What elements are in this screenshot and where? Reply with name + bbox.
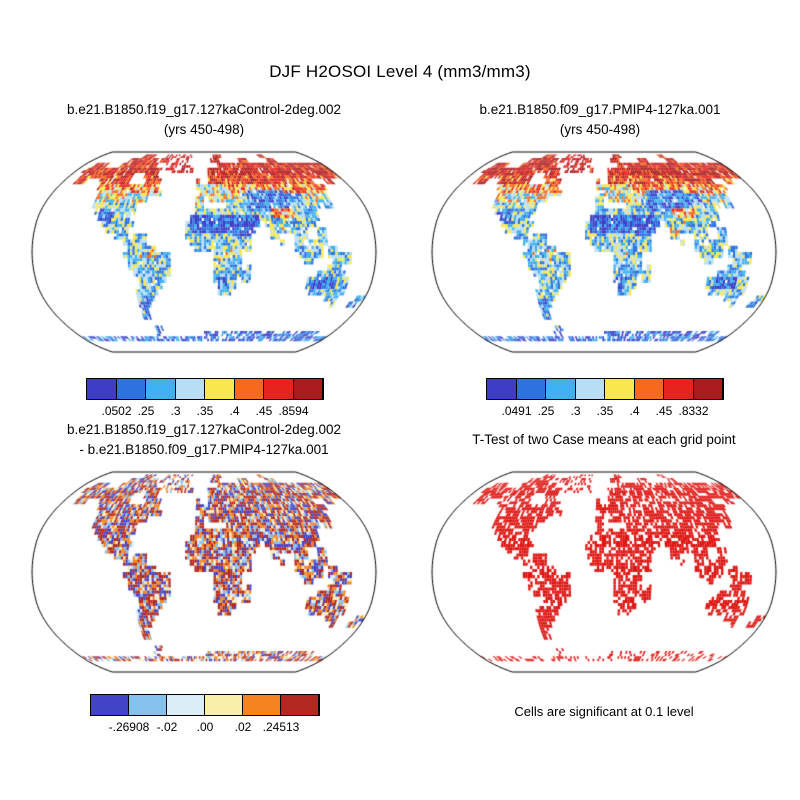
colorbar-box bbox=[175, 379, 205, 399]
case2-name: b.e21.B1850.f09_g17.PMIP4-127ka.001 bbox=[479, 102, 721, 117]
colorbar-tick-label: -.02 bbox=[156, 720, 178, 734]
colorbar-case1: .0502 .25 .3 .35 .4 .45 .8594 bbox=[86, 378, 324, 418]
colorbar-tick-label: .45 bbox=[655, 404, 673, 418]
colorbar-tick-label: .0502 bbox=[101, 404, 132, 418]
figure-title: DJF H2OSOI Level 4 (mm3/mm3) bbox=[269, 62, 531, 81]
colorbar-tick-label: .4 bbox=[629, 404, 640, 418]
panel-title-difference: b.e21.B1850.f19_g17.127kaControl-2deg.00… bbox=[4, 420, 404, 460]
colorbar-box bbox=[234, 379, 264, 399]
panel-title-case1: b.e21.B1850.f19_g17.127kaControl-2deg.00… bbox=[4, 100, 404, 140]
colorbar-box bbox=[575, 379, 605, 399]
colorbar-box bbox=[546, 379, 576, 399]
case1-name: b.e21.B1850.f19_g17.127kaControl-2deg.00… bbox=[67, 102, 341, 117]
colorbar-tick-label: .35 bbox=[596, 404, 614, 418]
colorbar-box bbox=[281, 695, 319, 715]
colorbar-box bbox=[116, 379, 146, 399]
colorbar-tick-label: .4 bbox=[229, 404, 240, 418]
colorbar-box bbox=[487, 379, 517, 399]
diff-name-line1: b.e21.B1850.f19_g17.127kaControl-2deg.00… bbox=[67, 422, 341, 437]
colorbar-box bbox=[693, 379, 723, 399]
panel-title-ttest: T-Test of two Case means at each grid po… bbox=[472, 432, 736, 447]
panel-title-case2: b.e21.B1850.f09_g17.PMIP4-127ka.001 (yrs… bbox=[400, 100, 800, 140]
colorbar-tick-label: .24513 bbox=[262, 720, 300, 734]
colorbar-box bbox=[167, 695, 205, 715]
colorbar-box bbox=[634, 379, 664, 399]
colorbar-tick-label: .0491 bbox=[501, 404, 532, 418]
colorbar-box bbox=[264, 379, 294, 399]
colorbar-tick-label: -.26908 bbox=[108, 720, 150, 734]
colorbar-tick-label: .45 bbox=[255, 404, 273, 418]
colorbar-box bbox=[664, 379, 694, 399]
map-case2 bbox=[428, 146, 780, 358]
diff-name-line2: - b.e21.B1850.f09_g17.PMIP4-127ka.001 bbox=[79, 442, 329, 457]
colorbar-tick-label: .02 bbox=[234, 720, 252, 734]
map-difference bbox=[28, 466, 380, 678]
case2-years: (yrs 450-498) bbox=[559, 122, 641, 137]
colorbar-box bbox=[205, 379, 235, 399]
colorbar-tick-label: .25 bbox=[537, 404, 555, 418]
colorbar-box bbox=[516, 379, 546, 399]
colorbar-box bbox=[129, 695, 167, 715]
colorbar-difference: -.26908 -.02 .00 .02 .24513 bbox=[90, 694, 320, 734]
case1-years: (yrs 450-498) bbox=[163, 122, 245, 137]
colorbar-tick-label: .8594 bbox=[278, 404, 309, 418]
colorbar-box bbox=[243, 695, 281, 715]
colorbar-tick-label: .00 bbox=[196, 720, 214, 734]
colorbar-case2: .0491 .25 .3 .35 .4 .45 .8332 bbox=[486, 378, 724, 418]
colorbar-tick-label: .25 bbox=[137, 404, 155, 418]
colorbar-box bbox=[87, 379, 117, 399]
colorbar-box bbox=[91, 695, 129, 715]
map-case1 bbox=[28, 146, 380, 358]
colorbar-box bbox=[146, 379, 176, 399]
colorbar-box bbox=[605, 379, 635, 399]
colorbar-tick-label: .35 bbox=[196, 404, 214, 418]
colorbar-tick-label: .3 bbox=[170, 404, 181, 418]
colorbar-box bbox=[205, 695, 243, 715]
colorbar-tick-label: .3 bbox=[570, 404, 581, 418]
map-ttest bbox=[428, 466, 780, 678]
colorbar-box bbox=[293, 379, 323, 399]
significance-caption: Cells are significant at 0.1 level bbox=[514, 704, 694, 719]
colorbar-tick-label: .8332 bbox=[678, 404, 709, 418]
